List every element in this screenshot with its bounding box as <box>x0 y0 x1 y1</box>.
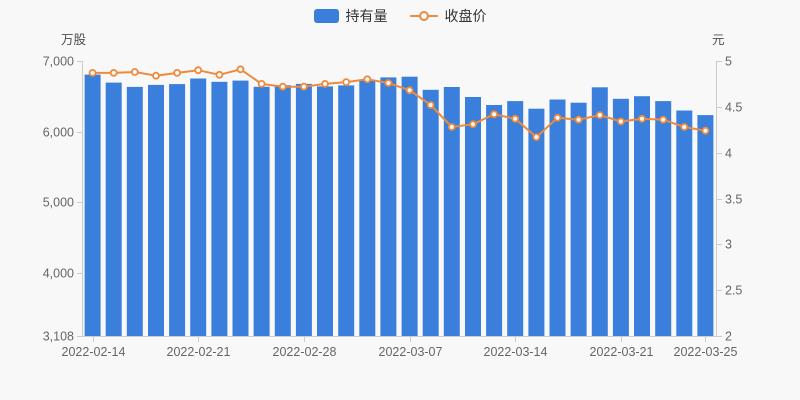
holdings-bar[interactable] <box>507 101 524 336</box>
holdings-bar[interactable] <box>148 84 164 337</box>
holdings-bar[interactable] <box>422 89 439 336</box>
holdings-bar[interactable] <box>105 82 122 336</box>
holdings-bar[interactable] <box>634 96 650 336</box>
close-price-marker[interactable] <box>384 79 393 87</box>
legend-item-close-price[interactable]: 收盘价 <box>409 6 487 26</box>
close-price-marker[interactable] <box>130 68 139 76</box>
right-axis-tick-label: 3.5 <box>725 193 742 207</box>
holdings-bar[interactable] <box>612 98 629 336</box>
right-axis-tick-label: 3 <box>725 238 732 252</box>
left-axis-unit-label: 万股 <box>60 33 86 47</box>
left-axis-tick-label: 4,000 <box>43 267 74 281</box>
close-price-marker[interactable] <box>405 86 414 95</box>
holdings-bar[interactable] <box>549 99 566 337</box>
close-price-marker[interactable] <box>511 114 520 123</box>
close-price-marker[interactable] <box>278 82 287 91</box>
close-price-marker[interactable] <box>88 69 97 77</box>
close-price-marker[interactable] <box>701 126 710 135</box>
close-price-marker[interactable] <box>109 69 118 77</box>
right-axis-tick-label: 4 <box>725 147 732 161</box>
holdings-bar[interactable] <box>570 102 587 336</box>
close-price-marker[interactable] <box>194 66 203 75</box>
holdings-bar[interactable] <box>591 87 608 336</box>
close-price-marker[interactable] <box>638 114 646 123</box>
legend: 持有量 收盘价 <box>0 5 800 27</box>
close-price-marker[interactable] <box>595 111 604 119</box>
legend-label-close-price: 收盘价 <box>444 8 487 24</box>
left-axis-tick-label: 3,108 <box>43 330 74 344</box>
holdings-bar[interactable] <box>380 77 397 337</box>
holdings-bar[interactable] <box>401 76 418 336</box>
x-axis-date-label: 2022-02-28 <box>273 345 337 359</box>
right-axis-tick-label: 4.5 <box>725 101 742 115</box>
holdings-bar[interactable] <box>359 80 376 336</box>
x-axis-date-label: 2022-03-25 <box>674 345 738 359</box>
left-axis-tick-label: 7,000 <box>43 55 74 69</box>
holdings-bar[interactable] <box>253 86 270 336</box>
close-price-marker[interactable] <box>236 65 245 74</box>
holdings-bar[interactable] <box>295 83 312 337</box>
close-price-marker[interactable] <box>299 82 308 91</box>
x-axis-date-label: 2022-02-21 <box>167 345 231 359</box>
holdings-bar[interactable] <box>190 78 207 337</box>
right-axis-tick-label: 5 <box>725 55 732 69</box>
holdings-bar[interactable] <box>655 101 672 336</box>
close-price-marker[interactable] <box>574 115 583 124</box>
close-price-marker[interactable] <box>426 101 435 109</box>
close-price-marker[interactable] <box>680 123 689 131</box>
close-price-marker[interactable] <box>532 133 541 142</box>
close-price-marker[interactable] <box>469 120 477 129</box>
right-axis-unit-label: 元 <box>712 33 725 47</box>
legend-item-holdings[interactable]: 持有量 <box>313 6 388 26</box>
close-price-marker[interactable] <box>152 71 160 80</box>
holdings-bar[interactable] <box>486 105 503 336</box>
close-price-marker[interactable] <box>215 70 224 79</box>
bar-series-swatch-icon <box>313 9 339 23</box>
left-axis-tick-label: 6,000 <box>43 126 74 140</box>
holdings-bar[interactable] <box>84 74 101 336</box>
close-price-marker[interactable] <box>173 69 182 77</box>
holdings-bar[interactable] <box>169 84 186 336</box>
holdings-bar[interactable] <box>274 85 291 336</box>
holdings-bar[interactable] <box>338 85 355 337</box>
close-price-marker[interactable] <box>342 78 351 86</box>
holdings-bar[interactable] <box>697 115 714 336</box>
x-axis-date-label: 2022-02-14 <box>62 345 126 359</box>
right-axis-tick-label: 2 <box>725 330 732 344</box>
close-price-marker[interactable] <box>321 80 329 88</box>
holdings-bar[interactable] <box>232 80 249 336</box>
holdings-bar[interactable] <box>126 86 143 337</box>
holdings-bar[interactable] <box>465 97 481 336</box>
x-axis-date-label: 2022-03-07 <box>379 345 443 359</box>
close-price-marker[interactable] <box>617 117 625 126</box>
x-axis-date-label: 2022-03-14 <box>484 345 548 359</box>
close-price-marker[interactable] <box>363 75 372 84</box>
close-price-marker[interactable] <box>257 80 266 88</box>
right-axis-tick-label: 2.5 <box>725 284 742 298</box>
legend-label-holdings: 持有量 <box>345 8 388 24</box>
holdings-bar[interactable] <box>317 86 333 337</box>
marker-ring-icon <box>418 11 429 21</box>
holdings-bar[interactable] <box>528 108 545 336</box>
holdings-bar[interactable] <box>211 81 228 336</box>
holdings-bar[interactable] <box>676 110 693 337</box>
close-price-marker[interactable] <box>447 123 456 131</box>
close-price-marker[interactable] <box>490 110 499 119</box>
left-axis-tick-label: 5,000 <box>43 196 74 210</box>
x-axis-date-label: 2022-03-21 <box>590 345 654 359</box>
close-price-marker[interactable] <box>659 115 668 124</box>
close-price-marker[interactable] <box>553 113 562 122</box>
line-series-swatch-icon <box>409 11 438 21</box>
holdings-bar[interactable] <box>443 87 460 336</box>
